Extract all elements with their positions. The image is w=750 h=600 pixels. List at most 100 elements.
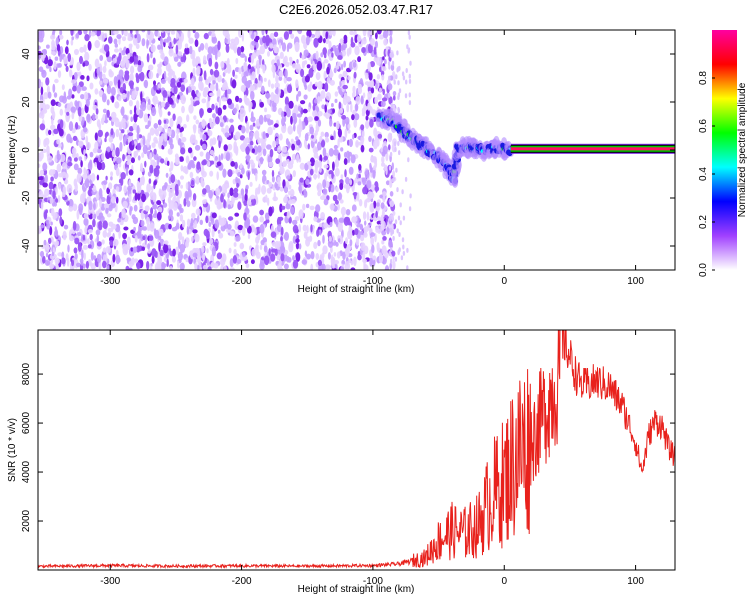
noise-speck	[266, 144, 272, 150]
noise-speck	[147, 249, 151, 254]
noise-speck	[115, 147, 120, 158]
noise-speck	[66, 184, 73, 194]
noise-speck	[205, 151, 211, 161]
noise-speck	[194, 139, 198, 145]
noise-speck	[169, 143, 174, 150]
noise-speck	[227, 216, 234, 221]
noise-speck	[103, 44, 110, 53]
noise-speck	[174, 155, 180, 165]
noise-speck	[229, 187, 234, 197]
noise-speck	[339, 38, 344, 45]
noise-speck	[182, 165, 188, 174]
noise-speck	[259, 45, 266, 55]
noise-speck	[333, 67, 337, 74]
noise-speck	[307, 84, 312, 92]
noise-speck	[263, 255, 270, 266]
noise-speck	[311, 134, 314, 139]
noise-speck	[102, 220, 108, 230]
noise-speck	[148, 115, 152, 122]
noise-speck	[347, 123, 351, 129]
noise-speck	[48, 181, 54, 190]
noise-speck	[161, 263, 167, 268]
noise-speck	[362, 251, 366, 261]
noise-speck	[317, 259, 322, 266]
noise-speck	[364, 170, 370, 179]
noise-speck	[313, 151, 319, 159]
noise-speck	[181, 236, 185, 245]
noise-speck	[220, 61, 225, 69]
noise-speck	[163, 243, 169, 254]
noise-speck	[295, 136, 299, 141]
noise-speck	[398, 232, 401, 237]
noise-speck	[268, 181, 273, 188]
noise-speck	[322, 179, 327, 189]
noise-speck	[262, 35, 267, 44]
noise-speck	[111, 95, 115, 103]
noise-speck	[55, 198, 59, 204]
noise-speck	[227, 204, 231, 210]
noise-speck	[218, 203, 223, 209]
noise-speck	[165, 101, 170, 108]
noise-speck	[146, 38, 149, 49]
noise-speck	[354, 45, 360, 56]
noise-speck	[342, 251, 346, 260]
noise-speck	[323, 38, 326, 44]
noise-speck	[78, 30, 82, 35]
noise-speck	[169, 117, 174, 128]
noise-speck	[278, 216, 284, 221]
noise-speck	[226, 57, 230, 66]
noise-speck	[137, 155, 141, 161]
noise-speck	[274, 46, 280, 54]
noise-speck	[243, 61, 248, 72]
noise-speck	[47, 91, 52, 99]
noise-speck	[54, 56, 59, 61]
noise-speck	[271, 176, 275, 183]
noise-speck	[221, 127, 225, 133]
noise-speck	[211, 261, 215, 268]
noise-speck	[83, 213, 89, 219]
noise-speck	[143, 79, 149, 89]
noise-speck	[317, 110, 323, 117]
noise-speck	[195, 208, 201, 216]
noise-speck	[348, 259, 351, 264]
noise-speck	[132, 123, 138, 130]
noise-speck	[373, 200, 377, 209]
noise-speck	[358, 163, 362, 171]
noise-speck	[159, 49, 164, 54]
noise-speck	[209, 138, 213, 148]
noise-speck	[157, 125, 163, 132]
noise-speck	[110, 111, 117, 120]
noise-speck	[73, 157, 78, 162]
noise-speck	[241, 32, 245, 42]
noise-speck	[140, 91, 143, 102]
noise-speck	[285, 61, 290, 67]
noise-speck	[41, 244, 46, 249]
noise-speck	[67, 53, 72, 62]
noise-speck	[316, 141, 322, 151]
noise-speck	[177, 251, 183, 261]
noise-speck	[96, 234, 100, 243]
noise-speck	[406, 265, 409, 270]
noise-speck	[70, 79, 77, 84]
noise-speck	[41, 69, 47, 78]
noise-speck	[194, 233, 200, 243]
noise-speck	[349, 239, 353, 247]
noise-speck	[360, 144, 365, 153]
y-tick-label: -40	[21, 238, 32, 253]
noise-speck	[146, 260, 150, 270]
noise-speck	[229, 258, 234, 268]
stable-frequency-line	[510, 143, 675, 154]
noise-speck	[70, 39, 74, 46]
noise-speck	[283, 196, 288, 204]
noise-speck	[110, 142, 113, 152]
noise-speck	[367, 90, 373, 100]
noise-speck	[234, 212, 240, 217]
noise-speck	[393, 79, 396, 85]
noise-speck	[239, 242, 245, 250]
noise-speck	[95, 210, 100, 218]
noise-speck	[208, 117, 213, 124]
noise-speck	[262, 148, 267, 157]
noise-speck	[321, 61, 326, 70]
noise-speck	[180, 94, 186, 105]
noise-speck	[201, 98, 207, 104]
